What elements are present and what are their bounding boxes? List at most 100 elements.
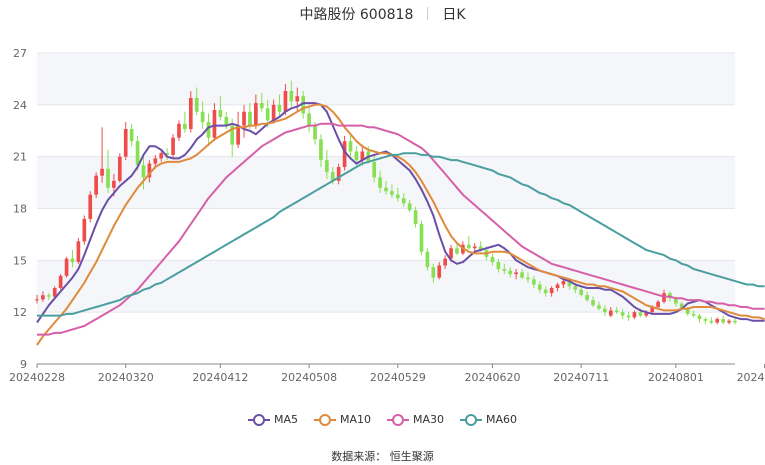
candle	[626, 312, 631, 321]
candle	[135, 135, 140, 171]
candle-body	[644, 312, 649, 316]
x-axis: 20240228 20240320 20240412 20240508 20240529…	[9, 364, 765, 384]
candle	[183, 111, 187, 133]
candle-body	[206, 122, 211, 138]
candle-body	[573, 286, 578, 290]
candle	[620, 308, 625, 320]
candle-body	[112, 180, 116, 188]
candle-body	[177, 123, 181, 138]
ma-line-ma5	[36, 102, 765, 324]
candle	[117, 153, 122, 183]
ma-line-ma60	[37, 152, 765, 317]
candle-body	[608, 310, 613, 316]
candle	[165, 148, 169, 161]
candle-body	[579, 289, 584, 295]
candle-body	[153, 158, 158, 164]
y-tick-label: 24	[13, 99, 27, 112]
candle	[336, 163, 341, 185]
candle	[496, 258, 501, 273]
candle	[733, 317, 737, 325]
candle-body	[455, 248, 459, 254]
candle	[230, 118, 235, 157]
candle-body	[194, 97, 199, 112]
candle-body	[496, 262, 501, 269]
candle-body	[674, 298, 678, 304]
candle	[307, 106, 311, 133]
candle-body	[242, 111, 246, 126]
candle-body	[431, 267, 436, 278]
candle-body	[632, 312, 637, 318]
data-source: 数据来源： 恒生聚源	[331, 450, 434, 463]
candle	[395, 187, 400, 202]
candle-body	[342, 141, 347, 168]
candle	[325, 149, 329, 180]
period-label: 日K	[442, 7, 466, 23]
candle	[443, 255, 447, 269]
candle-body	[88, 194, 93, 219]
candle	[200, 101, 205, 130]
candle	[129, 123, 134, 147]
legend-swatch	[313, 413, 336, 426]
candle-body	[265, 108, 270, 121]
candle-body	[443, 258, 447, 266]
candle-body	[514, 272, 518, 275]
candle-body	[212, 110, 217, 138]
candle-body	[218, 110, 223, 117]
candle-body	[76, 241, 81, 263]
candle-body	[543, 289, 548, 294]
candle-body	[591, 300, 595, 306]
candle	[342, 135, 347, 171]
candle-body	[254, 103, 258, 126]
x-tick-label: 20240821	[737, 371, 765, 384]
legend-item-ma5[interactable]: MA5	[247, 413, 298, 426]
candle-body	[135, 141, 140, 166]
candle-body	[413, 210, 418, 225]
candle-body	[549, 287, 554, 294]
candle	[218, 96, 223, 121]
candle-body	[449, 248, 453, 259]
candle-body	[502, 268, 507, 271]
legend-swatch-ring	[392, 413, 404, 426]
candle-body	[259, 103, 264, 109]
candle-body	[301, 96, 306, 114]
candle-body	[614, 310, 619, 313]
candle-body	[147, 163, 152, 178]
candle	[549, 286, 554, 297]
candle-body	[478, 246, 483, 250]
moving-average-lines	[36, 102, 765, 346]
candle	[35, 294, 39, 304]
candle	[390, 184, 394, 199]
candle-body	[58, 275, 63, 288]
x-tick-label: 20240801	[648, 371, 704, 384]
candle	[703, 317, 708, 325]
candle	[259, 92, 264, 112]
candle	[526, 272, 530, 283]
ma-line-ma10	[36, 103, 765, 346]
candle-body	[727, 320, 731, 323]
candle	[597, 301, 601, 311]
candle	[94, 172, 98, 199]
legend-item-ma60[interactable]: MA60	[460, 413, 517, 426]
candle	[603, 305, 607, 316]
candle	[378, 170, 382, 193]
candle	[715, 317, 720, 325]
legend-item-ma30[interactable]: MA30	[387, 413, 444, 426]
candle	[289, 80, 294, 107]
candle-body	[691, 313, 696, 316]
candle-body	[200, 111, 205, 123]
candle	[206, 113, 211, 147]
candle-body	[490, 256, 495, 263]
candle	[431, 263, 436, 283]
candle	[466, 236, 471, 250]
plot-background	[37, 53, 735, 364]
candle	[88, 191, 93, 223]
candle-body	[685, 308, 690, 314]
candle	[401, 192, 406, 207]
candle-body	[656, 301, 660, 307]
candle	[532, 275, 536, 288]
plot-band	[37, 312, 735, 364]
y-tick-label: 9	[20, 358, 27, 371]
legend-item-ma10[interactable]: MA10	[313, 413, 371, 426]
candle-body	[307, 113, 311, 126]
candle	[455, 243, 459, 256]
